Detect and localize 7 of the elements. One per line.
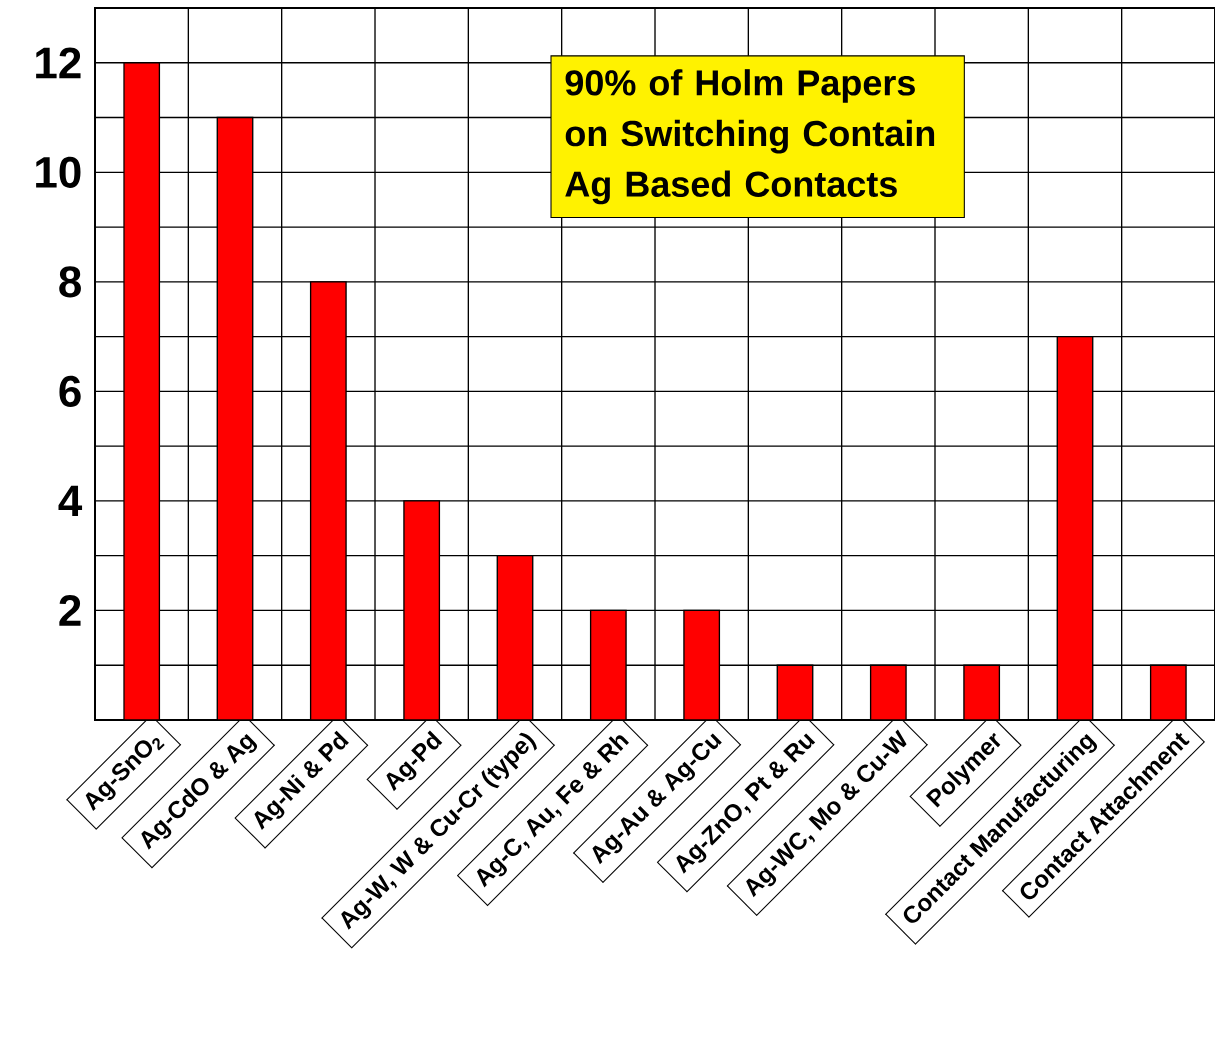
y-tick-label: 2 [59, 595, 81, 626]
annotation: 90% of Holm Papers on Switching Contain Ag Based Contacts [565, 69, 935, 205]
y-tick-label: 6 [59, 375, 81, 407]
y-tick-label: 8 [59, 266, 81, 298]
y-tick-label: 12 [36, 47, 81, 79]
y-tick-label: 4 [58, 485, 83, 517]
y-tick-label: 10 [36, 156, 81, 188]
